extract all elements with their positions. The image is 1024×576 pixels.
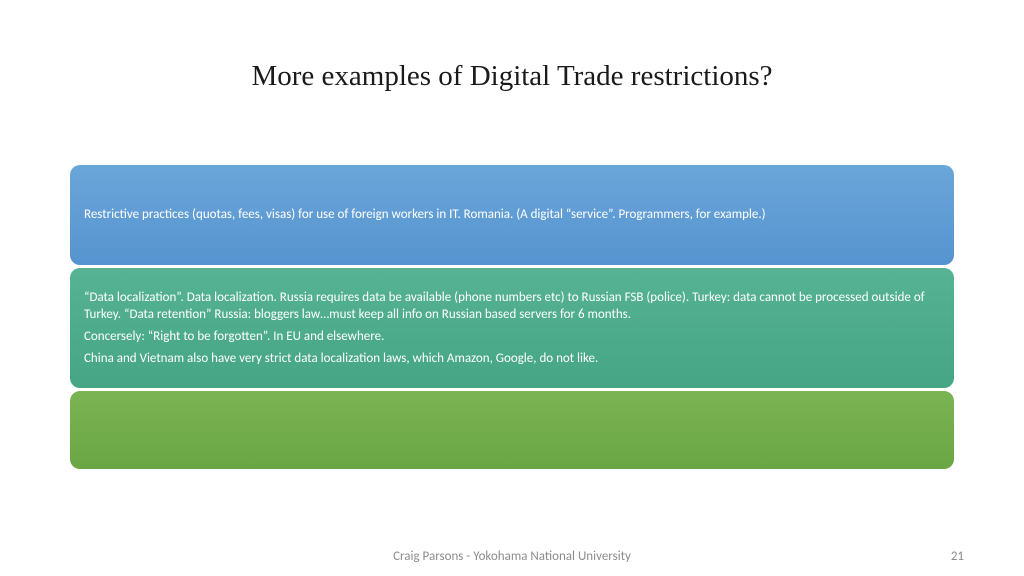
footer-author: Craig Parsons - Yokohama National Univer… (0, 549, 1024, 564)
panel-text: “Data localization”. Data localization. … (84, 289, 940, 324)
panel-restrictive-practices: Restrictive practices (quotas, fees, vis… (70, 165, 954, 265)
panel-text: China and Vietnam also have very strict … (84, 350, 940, 368)
panel-text: Restrictive practices (quotas, fees, vis… (84, 206, 940, 224)
slide-title: More examples of Digital Trade restricti… (0, 60, 1024, 93)
panel-data-localization: “Data localization”. Data localization. … (70, 268, 954, 388)
panel-empty (70, 391, 954, 469)
content-panels: Restrictive practices (quotas, fees, vis… (70, 165, 954, 472)
panel-text: Concersely: “Right to be forgotten”. In … (84, 328, 940, 346)
slide: More examples of Digital Trade restricti… (0, 0, 1024, 576)
footer-page-number: 21 (951, 549, 964, 564)
